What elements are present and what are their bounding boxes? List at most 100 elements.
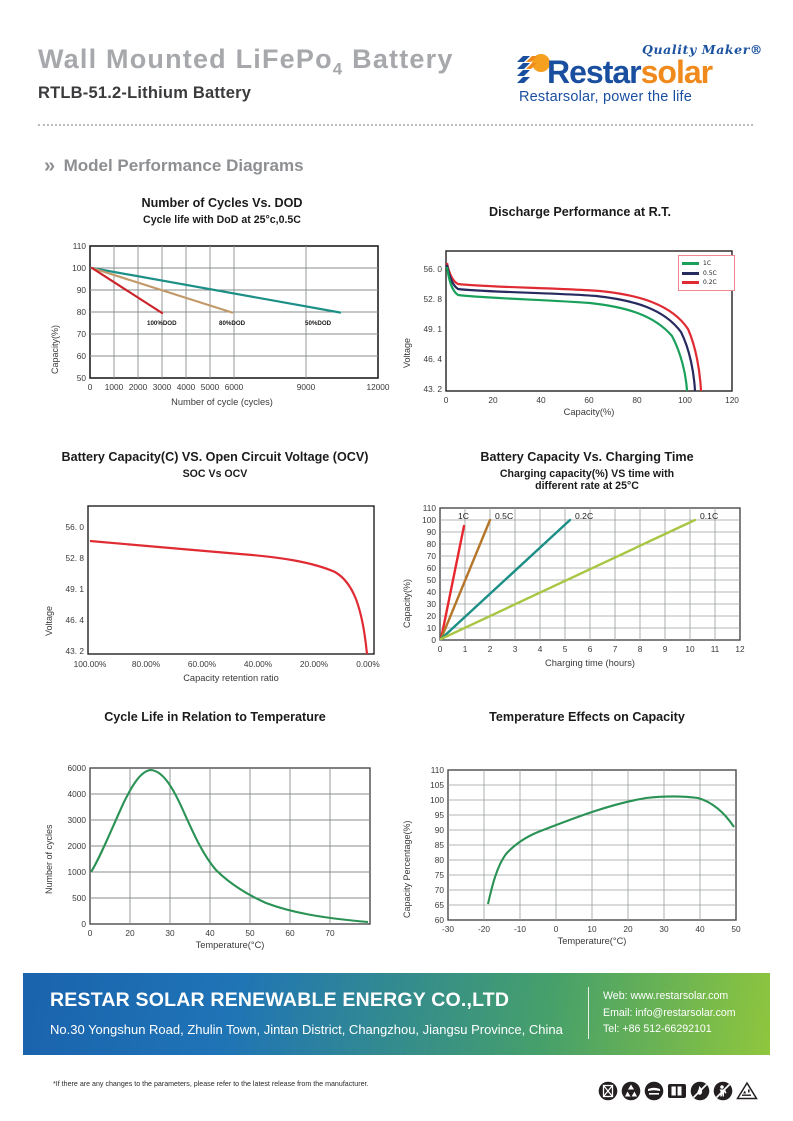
x-tick: 20	[623, 924, 633, 934]
y-tick: 46. 4	[423, 354, 442, 364]
y-tick: 3000	[67, 815, 86, 825]
legend-swatch-05c	[682, 271, 699, 275]
x-tick: 20	[125, 928, 135, 938]
x-tick: 0	[87, 928, 93, 938]
series-label-80dod: 80%DOD	[219, 320, 246, 327]
series-label-100dod: 100%DOD	[147, 320, 177, 327]
y-tick: 2000	[67, 841, 86, 851]
y-tick: 105	[430, 780, 444, 790]
footer-address: No.30 Yongshun Road, Zhulin Town, Jintan…	[50, 1022, 563, 1037]
read-manual-icon	[668, 1084, 686, 1098]
chart-cycle-life-vs-temperature: Cycle Life in Relation to Temperature Nu…	[40, 710, 390, 950]
page-footer: RESTAR SOLAR RENEWABLE ENERGY CO.,LTD No…	[23, 973, 770, 1055]
x-tick: 40	[695, 924, 705, 934]
x-axis-label: Number of cycle (cycles)	[171, 397, 273, 407]
y-tick: 60	[76, 351, 86, 361]
page-title-tail: Battery	[343, 44, 454, 74]
logo-sun-panel-icon	[517, 54, 550, 83]
series-label-05c: 0.5C	[495, 511, 514, 521]
corrosive-warning-icon	[736, 1081, 758, 1100]
x-tick: 10	[685, 644, 695, 654]
legend-item: 0.5C	[682, 269, 730, 277]
legend-item: 0.2C	[682, 279, 730, 287]
footer-company-name: RESTAR SOLAR RENEWABLE ENERGY CO.,LTD	[50, 989, 510, 1011]
y-tick: 90	[426, 527, 436, 537]
page-title-subscript: 4	[332, 59, 344, 79]
y-tick: 65	[434, 900, 444, 910]
chart-plot-area	[87, 505, 375, 655]
x-tick: 5000	[200, 382, 220, 392]
y-tick: 95	[434, 810, 444, 820]
chart-subtitle: SOC Vs OCV	[182, 468, 248, 480]
x-tick: 20	[488, 395, 498, 405]
y-tick: 70	[434, 885, 444, 895]
no-children-icon	[713, 1081, 733, 1101]
x-tick: -10	[514, 924, 526, 934]
y-tick: 43. 2	[423, 384, 442, 394]
section-heading: » Model Performance Diagrams	[44, 155, 304, 178]
x-tick: 9000	[296, 382, 316, 392]
x-tick: 3000	[152, 382, 172, 392]
x-tick: 100	[678, 395, 692, 405]
footer-tel[interactable]: Tel: +86 512-66292101	[603, 1023, 712, 1035]
y-tick: 90	[434, 825, 444, 835]
x-tick: 4000	[176, 382, 196, 392]
model-name: RTLB-51.2-Lithium Battery	[38, 84, 252, 102]
y-tick: 49. 1	[423, 324, 442, 334]
chart-plot-area	[439, 507, 741, 641]
chart-capacity-vs-charging-time: Battery Capacity Vs. Charging Time Charg…	[402, 450, 772, 690]
legend-swatch-02c	[682, 281, 699, 284]
x-tick: 70	[325, 928, 335, 938]
page-header: Wall Mounted LiFePo4 Battery RTLB-51.2-L…	[0, 0, 793, 126]
y-tick: 40	[426, 587, 436, 597]
x-tick: 40	[205, 928, 215, 938]
x-tick: 7	[612, 644, 618, 654]
x-tick: 8	[637, 644, 643, 654]
chart-plot-area	[447, 769, 737, 921]
x-tick: 12	[735, 644, 745, 654]
footer-email[interactable]: Email: info@restarsolar.com	[603, 1006, 736, 1019]
y-tick: 100	[430, 795, 444, 805]
logo-quality-maker: Quality Maker®	[642, 42, 763, 57]
y-tick: 50	[76, 373, 86, 383]
x-axis-label: Temperature(°C)	[557, 936, 627, 946]
x-tick: 2	[487, 644, 493, 654]
y-tick: 52. 8	[423, 294, 442, 304]
chart-title: Discharge Performance at R.T.	[489, 205, 671, 219]
series-label-01c: 0.1C	[700, 511, 719, 521]
company-logo: Quality Maker® Restarsolar Restarsolar, …	[517, 42, 762, 112]
logo-word-solar: solar	[640, 54, 713, 90]
y-tick: 43. 2	[65, 646, 84, 656]
chart-title: Temperature Effects on Capacity	[489, 710, 685, 724]
y-tick: 70	[76, 329, 86, 339]
chart-cycles-vs-dod: Number of Cycles Vs. DOD Cycle life with…	[50, 196, 392, 411]
x-tick: -30	[442, 924, 454, 934]
x-axis-label: Charging time (hours)	[545, 658, 635, 668]
chart-plot-area	[89, 245, 379, 379]
y-tick: 75	[434, 870, 444, 880]
x-tick: 30	[165, 928, 175, 938]
x-tick: 1000	[104, 382, 124, 392]
x-tick: 30	[659, 924, 669, 934]
chart-subtitle: Cycle life with DoD at 25°c,0.5C	[143, 214, 301, 226]
y-tick: 85	[434, 840, 444, 850]
chart-title: Cycle Life in Relation to Temperature	[104, 710, 326, 724]
chart-title: Battery Capacity Vs. Charging Time	[480, 450, 694, 464]
x-tick: 0	[437, 644, 443, 654]
x-axis-label: Capacity retention ratio	[183, 673, 279, 683]
x-tick: 6	[587, 644, 593, 654]
logo-wordmark: Restarsolar	[547, 54, 713, 91]
y-tick: 90	[76, 285, 86, 295]
x-tick: 0	[443, 395, 449, 405]
legend-label: 1C	[703, 260, 712, 267]
x-tick: 80.00%	[131, 659, 161, 669]
y-tick: 110	[72, 241, 86, 251]
chart-plot-area	[89, 767, 371, 925]
footer-divider	[588, 987, 589, 1039]
chart-subtitle: Charging capacity(%) VS time with differ…	[499, 468, 675, 492]
y-tick: 52. 8	[65, 553, 84, 563]
chevron-double-right-icon: »	[44, 155, 56, 177]
footer-website[interactable]: Web: www.restarsolar.com	[603, 990, 729, 1002]
y-tick: 80	[434, 855, 444, 865]
x-tick: 0	[553, 924, 559, 934]
